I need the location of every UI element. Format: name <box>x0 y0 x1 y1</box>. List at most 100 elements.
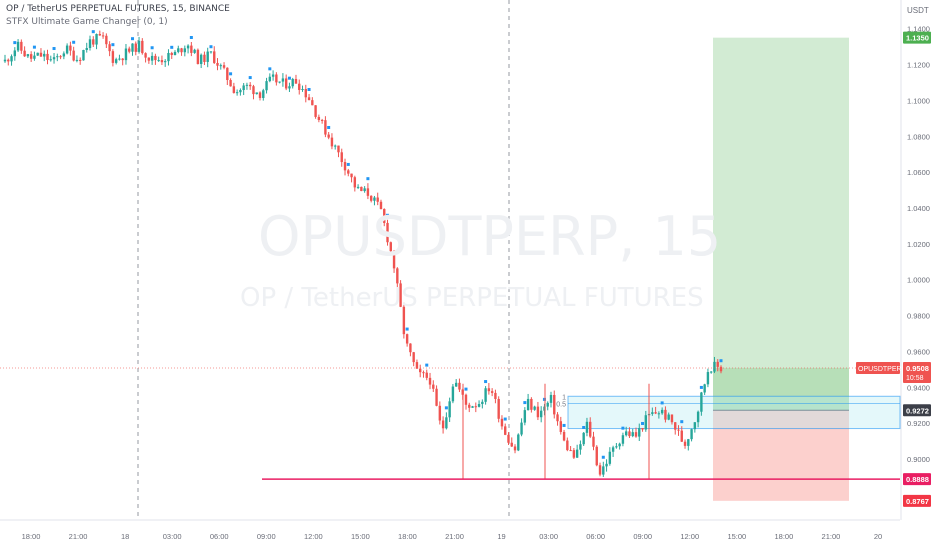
candle-body <box>428 377 432 385</box>
candle-body <box>497 398 500 419</box>
signal-marker <box>464 387 468 391</box>
candle-body <box>301 89 304 91</box>
candle-body <box>490 391 494 393</box>
candle-body <box>539 410 543 418</box>
candle-body <box>226 67 229 81</box>
candle-body <box>526 398 530 411</box>
candle-body <box>294 78 298 84</box>
time-tick-label: 12:00 <box>304 532 323 541</box>
signal-marker <box>542 397 546 401</box>
price-tick-label: 1.0200 <box>907 240 930 249</box>
candle-body <box>229 80 232 87</box>
candle-body <box>36 52 39 56</box>
price-tick-label: 1.0000 <box>907 276 930 285</box>
candle-body <box>281 78 285 82</box>
stop-zone[interactable] <box>713 410 849 501</box>
candle-body <box>468 404 471 408</box>
candle-body <box>484 388 487 402</box>
candle-body <box>487 388 491 392</box>
candle-body <box>98 34 102 36</box>
candle-body <box>562 431 566 441</box>
candle-body <box>7 59 10 62</box>
candle-body <box>608 451 612 464</box>
candle-body <box>75 59 79 61</box>
price-label-countdown: 10:58 <box>906 375 924 382</box>
chart-title[interactable]: OP / TetherUS PERPETUAL FUTURES, 15, BIN… <box>6 4 230 14</box>
candle-body <box>262 90 265 98</box>
price-label-value: 0.8888 <box>906 475 929 484</box>
candle-body <box>219 65 222 67</box>
fib-box[interactable] <box>567 395 901 430</box>
candle-body <box>657 413 661 415</box>
signal-marker <box>91 30 95 34</box>
candle-body <box>291 78 294 87</box>
candle-body <box>69 45 72 51</box>
price-label-entry <box>903 404 931 417</box>
candle-body <box>78 59 82 61</box>
candle-body <box>252 86 255 95</box>
candle-body <box>43 53 46 57</box>
price-label-stop <box>903 494 931 507</box>
candle-body <box>520 422 523 435</box>
candle-body <box>258 92 262 98</box>
price-tick-label: 1.1200 <box>907 61 930 70</box>
target-zone[interactable] <box>713 37 849 411</box>
signal-marker <box>366 177 370 181</box>
candle-body <box>180 48 183 53</box>
candle-body <box>46 53 49 61</box>
candle-body <box>644 415 648 430</box>
signal-marker <box>699 385 703 389</box>
indicator-label[interactable]: STFX Ultimate Game Changer (0, 1) <box>6 17 168 27</box>
price-label-support <box>903 473 931 486</box>
time-tick-label: 06:00 <box>210 532 229 541</box>
candle-body <box>275 74 278 83</box>
candle-body <box>330 137 334 147</box>
candle-body <box>193 49 196 53</box>
time-tick-label: 18 <box>121 532 129 541</box>
signal-marker <box>229 72 233 76</box>
candle-body <box>628 431 631 437</box>
candle-body <box>268 76 272 82</box>
candle-body <box>340 152 343 163</box>
candle-body <box>10 56 13 62</box>
candle-body <box>517 434 520 451</box>
candle-body <box>569 450 572 452</box>
candle-body <box>353 177 357 188</box>
time-tick-label: 09:00 <box>633 532 652 541</box>
candle-body <box>183 48 187 53</box>
time-tick-label: 18:00 <box>22 532 41 541</box>
candle-body <box>641 428 644 430</box>
candle-body <box>39 52 43 57</box>
signal-marker <box>209 45 213 49</box>
candle-body <box>245 84 249 86</box>
price-label-value: 0.9272 <box>906 406 929 415</box>
candle-body <box>239 90 242 93</box>
candle-body <box>523 410 527 423</box>
candle-body <box>507 434 510 443</box>
candle-body <box>680 430 683 442</box>
candle-body <box>530 398 533 410</box>
candle-body <box>438 405 442 421</box>
candle-body <box>585 421 589 433</box>
price-label-value: 1.1350 <box>906 34 929 43</box>
candle-body <box>546 402 549 407</box>
candle-body <box>222 65 226 68</box>
candle-body <box>399 283 402 307</box>
signal-marker <box>503 417 507 421</box>
candle-body <box>605 463 608 467</box>
candle-body <box>23 50 26 57</box>
candle-body <box>624 431 628 436</box>
signal-marker <box>562 423 566 427</box>
candle-body <box>504 426 507 435</box>
watermark-symbol: OPUSDTPERP, 15 <box>258 205 722 268</box>
candle-body <box>651 412 654 414</box>
time-tick-label: 09:00 <box>257 532 276 541</box>
signal-marker <box>444 406 448 410</box>
candle-body <box>206 51 209 62</box>
symbol-tag[interactable] <box>856 361 900 374</box>
candle-body <box>677 429 680 431</box>
signal-marker <box>719 359 723 363</box>
candle-body <box>713 361 716 372</box>
candle-body <box>65 45 69 54</box>
